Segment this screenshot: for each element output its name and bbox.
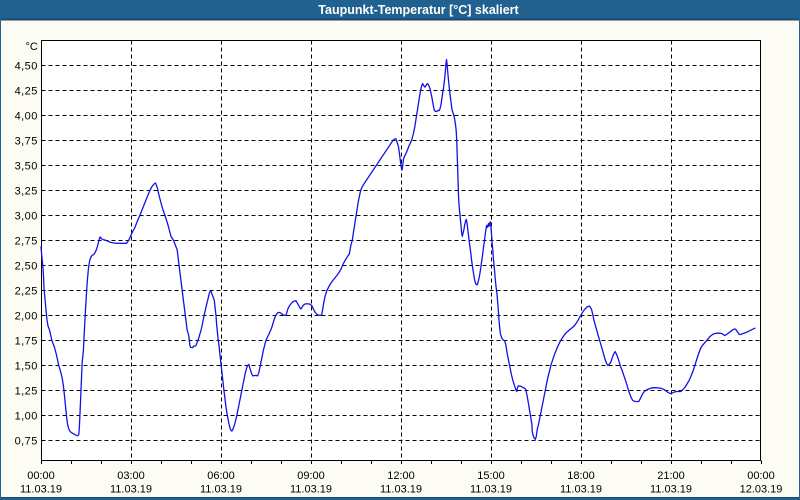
svg-text:4,25: 4,25 — [15, 86, 38, 98]
svg-text:00:00: 00:00 — [747, 470, 775, 482]
svg-text:09:00: 09:00 — [297, 470, 325, 482]
svg-text:2,25: 2,25 — [15, 286, 38, 298]
svg-text:0,75: 0,75 — [15, 436, 38, 448]
svg-text:15:00: 15:00 — [477, 470, 505, 482]
svg-text:18:00: 18:00 — [567, 470, 595, 482]
svg-text:1,25: 1,25 — [15, 386, 38, 398]
svg-text:1,00: 1,00 — [15, 411, 38, 423]
svg-text:03:00: 03:00 — [117, 470, 145, 482]
svg-text:11.03.19: 11.03.19 — [470, 484, 512, 496]
svg-text:11.03.19: 11.03.19 — [650, 484, 692, 496]
svg-text:11.03.19: 11.03.19 — [20, 484, 62, 496]
svg-text:3,00: 3,00 — [15, 211, 38, 223]
svg-text:4,50: 4,50 — [15, 61, 38, 73]
svg-text:4,00: 4,00 — [15, 111, 38, 123]
svg-text:1,50: 1,50 — [15, 361, 38, 373]
svg-text:3,75: 3,75 — [15, 136, 38, 148]
svg-text:Taupunkt-Temperatur [°C] skali: Taupunkt-Temperatur [°C] skaliert — [318, 3, 519, 17]
svg-text:1,75: 1,75 — [15, 336, 38, 348]
svg-text:12:00: 12:00 — [387, 470, 415, 482]
svg-text:3,25: 3,25 — [15, 186, 38, 198]
svg-text:21:00: 21:00 — [657, 470, 685, 482]
svg-text:12.03.19: 12.03.19 — [740, 484, 783, 496]
svg-text:°C: °C — [25, 41, 37, 53]
svg-text:2,50: 2,50 — [15, 261, 38, 273]
svg-text:11.03.19: 11.03.19 — [560, 484, 602, 496]
svg-text:11.03.19: 11.03.19 — [200, 484, 242, 496]
svg-text:3,50: 3,50 — [15, 161, 38, 173]
svg-text:00:00: 00:00 — [27, 470, 55, 482]
svg-text:2,75: 2,75 — [15, 236, 38, 248]
svg-text:11.03.19: 11.03.19 — [110, 484, 152, 496]
svg-text:11.03.19: 11.03.19 — [380, 484, 422, 496]
svg-text:06:00: 06:00 — [207, 470, 235, 482]
svg-text:11.03.19: 11.03.19 — [290, 484, 332, 496]
svg-text:2,00: 2,00 — [15, 311, 38, 323]
